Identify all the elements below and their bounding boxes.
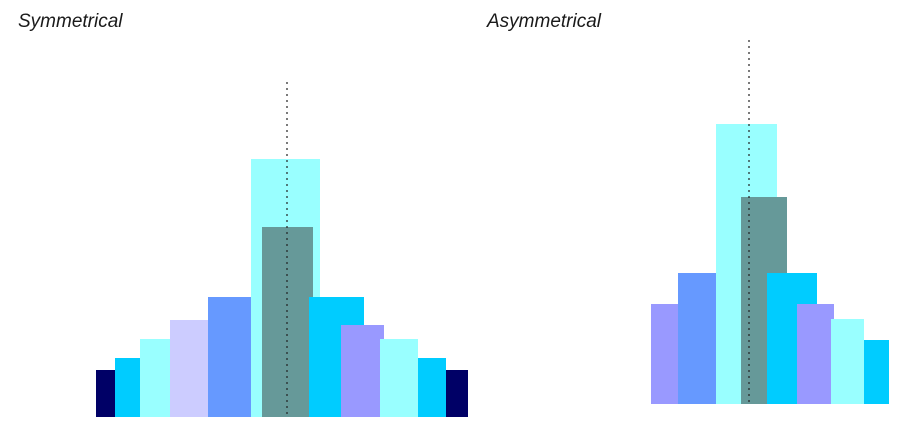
asymmetrical-bar-5	[797, 304, 834, 404]
symmetrical-title: Symmetrical	[18, 11, 123, 32]
asymmetrical-bar-6	[831, 319, 864, 404]
symmetrical-bar-3	[140, 339, 170, 417]
symmetrical-bar-10	[418, 358, 446, 417]
asymmetrical-histogram	[651, 40, 889, 404]
symmetrical-bar-8	[341, 325, 384, 417]
symmetrical-bar-2	[115, 358, 140, 417]
symmetrical-bar-1	[96, 370, 115, 417]
symmetrical-histogram	[96, 82, 468, 417]
asymmetrical-title: Asymmetrical	[487, 11, 602, 32]
symmetrical-bar-9	[380, 339, 418, 417]
symmetrical-bar-11	[446, 370, 468, 417]
symmetrical-bar-4	[170, 320, 214, 417]
asymmetrical-bar-7	[864, 340, 889, 404]
